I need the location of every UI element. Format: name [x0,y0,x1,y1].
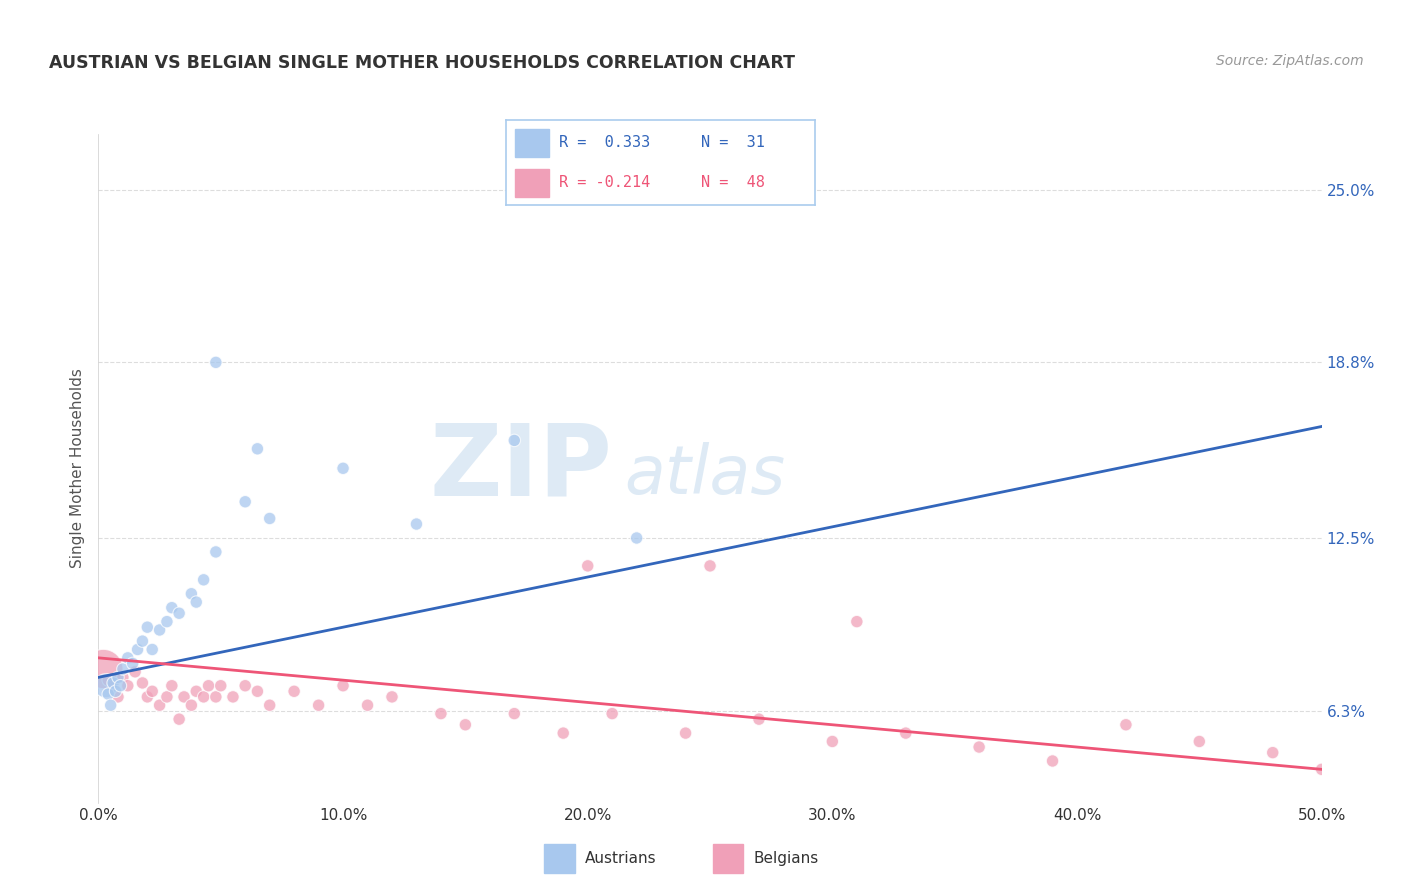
Point [967,740,990,755]
Point [332,679,354,693]
Point [205,355,228,369]
Point [675,726,697,740]
Point [186,684,208,698]
Text: atlas: atlas [624,442,786,508]
Point [699,558,721,573]
Point [1261,746,1284,760]
Point [136,690,159,704]
Point [110,679,132,693]
Point [197,679,219,693]
Point [1102,49,1125,63]
Point [283,684,305,698]
Point [259,698,281,713]
Point [1188,734,1211,748]
Point [193,690,215,704]
Bar [516,169,550,196]
Point [141,642,163,657]
Point [1310,762,1333,776]
Point [101,679,124,693]
Point [160,600,183,615]
Point [173,690,195,704]
Point [259,511,281,525]
Point [222,690,245,704]
Point [209,679,232,693]
Y-axis label: Single Mother Households: Single Mother Households [69,368,84,568]
Point [91,662,114,676]
Point [149,698,172,713]
Point [131,676,153,690]
Point [127,642,149,657]
Point [180,587,202,601]
Point [894,726,917,740]
Point [156,615,179,629]
Point [111,670,134,684]
Point [97,673,120,688]
Point [1115,717,1137,731]
Point [405,517,427,532]
Point [748,712,770,726]
Point [100,698,122,713]
Point [136,620,159,634]
Point [111,662,134,676]
Point [167,712,190,726]
Text: Source: ZipAtlas.com: Source: ZipAtlas.com [1216,54,1364,68]
Point [124,665,146,679]
Point [180,698,202,713]
Point [160,679,183,693]
Point [821,734,844,748]
Point [600,706,623,721]
Bar [544,844,575,873]
Point [233,494,256,508]
Point [107,690,129,704]
Point [104,684,127,698]
Text: ZIP: ZIP [429,420,612,516]
Point [845,615,868,629]
Point [454,717,477,731]
Point [503,434,526,448]
Point [167,607,190,621]
Point [101,676,124,690]
Point [97,687,120,701]
Point [149,623,172,637]
Point [356,698,378,713]
Point [193,573,215,587]
Point [503,706,526,721]
Point [121,657,143,671]
Text: Belgians: Belgians [754,851,818,866]
Point [430,706,453,721]
Point [246,684,269,698]
Point [576,558,599,573]
Bar [713,844,744,873]
Text: R = -0.214: R = -0.214 [558,175,650,190]
Text: R =  0.333: R = 0.333 [558,136,650,151]
Point [626,531,648,545]
Point [131,634,153,648]
Point [117,651,139,665]
Point [117,679,139,693]
Point [381,690,404,704]
Point [332,461,354,475]
Bar [516,129,550,157]
Text: N =  31: N = 31 [702,136,765,151]
Point [553,726,575,740]
Point [205,545,228,559]
Point [233,679,256,693]
Text: Austrians: Austrians [585,851,657,866]
Text: N =  48: N = 48 [702,175,765,190]
Point [205,690,228,704]
Point [186,595,208,609]
Point [156,690,179,704]
Point [141,684,163,698]
Point [94,679,117,693]
Point [246,442,269,456]
Point [1042,754,1064,768]
Point [107,670,129,684]
Text: AUSTRIAN VS BELGIAN SINGLE MOTHER HOUSEHOLDS CORRELATION CHART: AUSTRIAN VS BELGIAN SINGLE MOTHER HOUSEH… [49,54,796,71]
Point [308,698,330,713]
